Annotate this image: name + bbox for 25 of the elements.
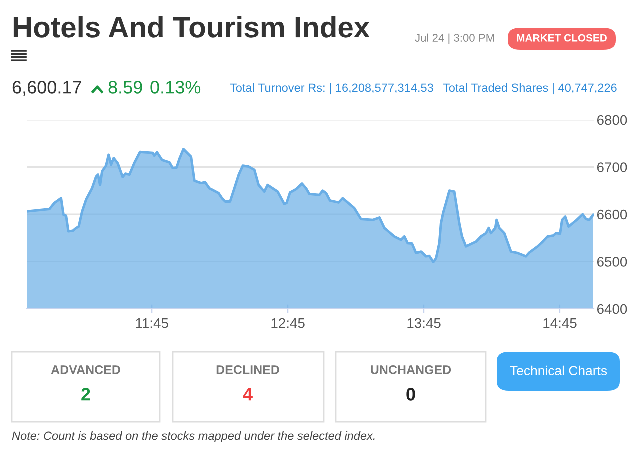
text: ADVANCED: [51, 366, 120, 374]
chart-title: Hotels And Tourism Index: [14, 16, 370, 38]
text: 6,600.17: [12, 81, 82, 96]
y-tick-label: 6600: [597, 210, 628, 220]
y-tick-label: 6700: [597, 162, 628, 172]
text: 0: [406, 388, 416, 401]
x-tick-label: 11:45: [136, 318, 168, 328]
text: UNCHANGED: [371, 366, 452, 374]
text: Total Turnover Rs: | 16,208,577,314.53: [230, 83, 434, 95]
x-tick-label: 13:45: [408, 318, 441, 328]
text: DECLINED: [216, 366, 280, 374]
text: Note: Count is based on the stocks mapped under the selected index.: [12, 431, 375, 443]
y-tick-label: 6400: [597, 304, 628, 314]
text: 4: [243, 388, 253, 401]
text: 2: [82, 388, 90, 401]
text: MARKET CLOSED: [517, 34, 607, 42]
y-tick-label: 6800: [597, 115, 628, 126]
y-tick-label: 6500: [597, 257, 628, 267]
text: Total Traded Shares | 40,747,226: [443, 83, 617, 95]
text: 0.13%: [150, 81, 201, 94]
x-tick-label: 14:45: [544, 318, 577, 328]
x-tick-label: 12:45: [272, 318, 305, 328]
text: Jul 24 | 3:00 PM: [415, 34, 494, 44]
text: 8.59: [108, 81, 142, 94]
text: Technical Charts: [510, 366, 608, 376]
